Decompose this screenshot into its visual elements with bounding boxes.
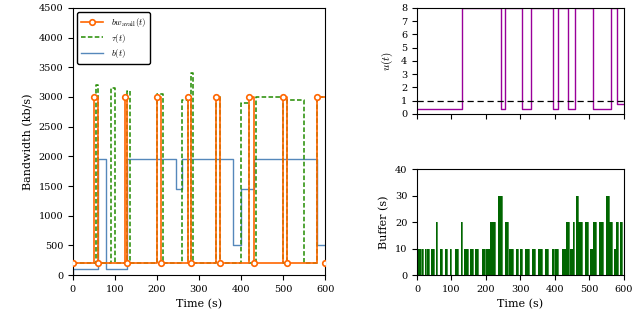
Y-axis label: Bandwidth (kb/s): Bandwidth (kb/s) bbox=[23, 93, 33, 190]
Y-axis label: Buffer (s): Buffer (s) bbox=[379, 195, 389, 249]
X-axis label: Time (s): Time (s) bbox=[497, 299, 543, 310]
Y-axis label: $u(t)$: $u(t)$ bbox=[380, 51, 396, 71]
Legend: $bw_{\rm avail}(t)$, $\tau(t)$, $b(t)$: $bw_{\rm avail}(t)$, $\tau(t)$, $b(t)$ bbox=[77, 12, 150, 64]
X-axis label: Time (s): Time (s) bbox=[176, 299, 222, 310]
